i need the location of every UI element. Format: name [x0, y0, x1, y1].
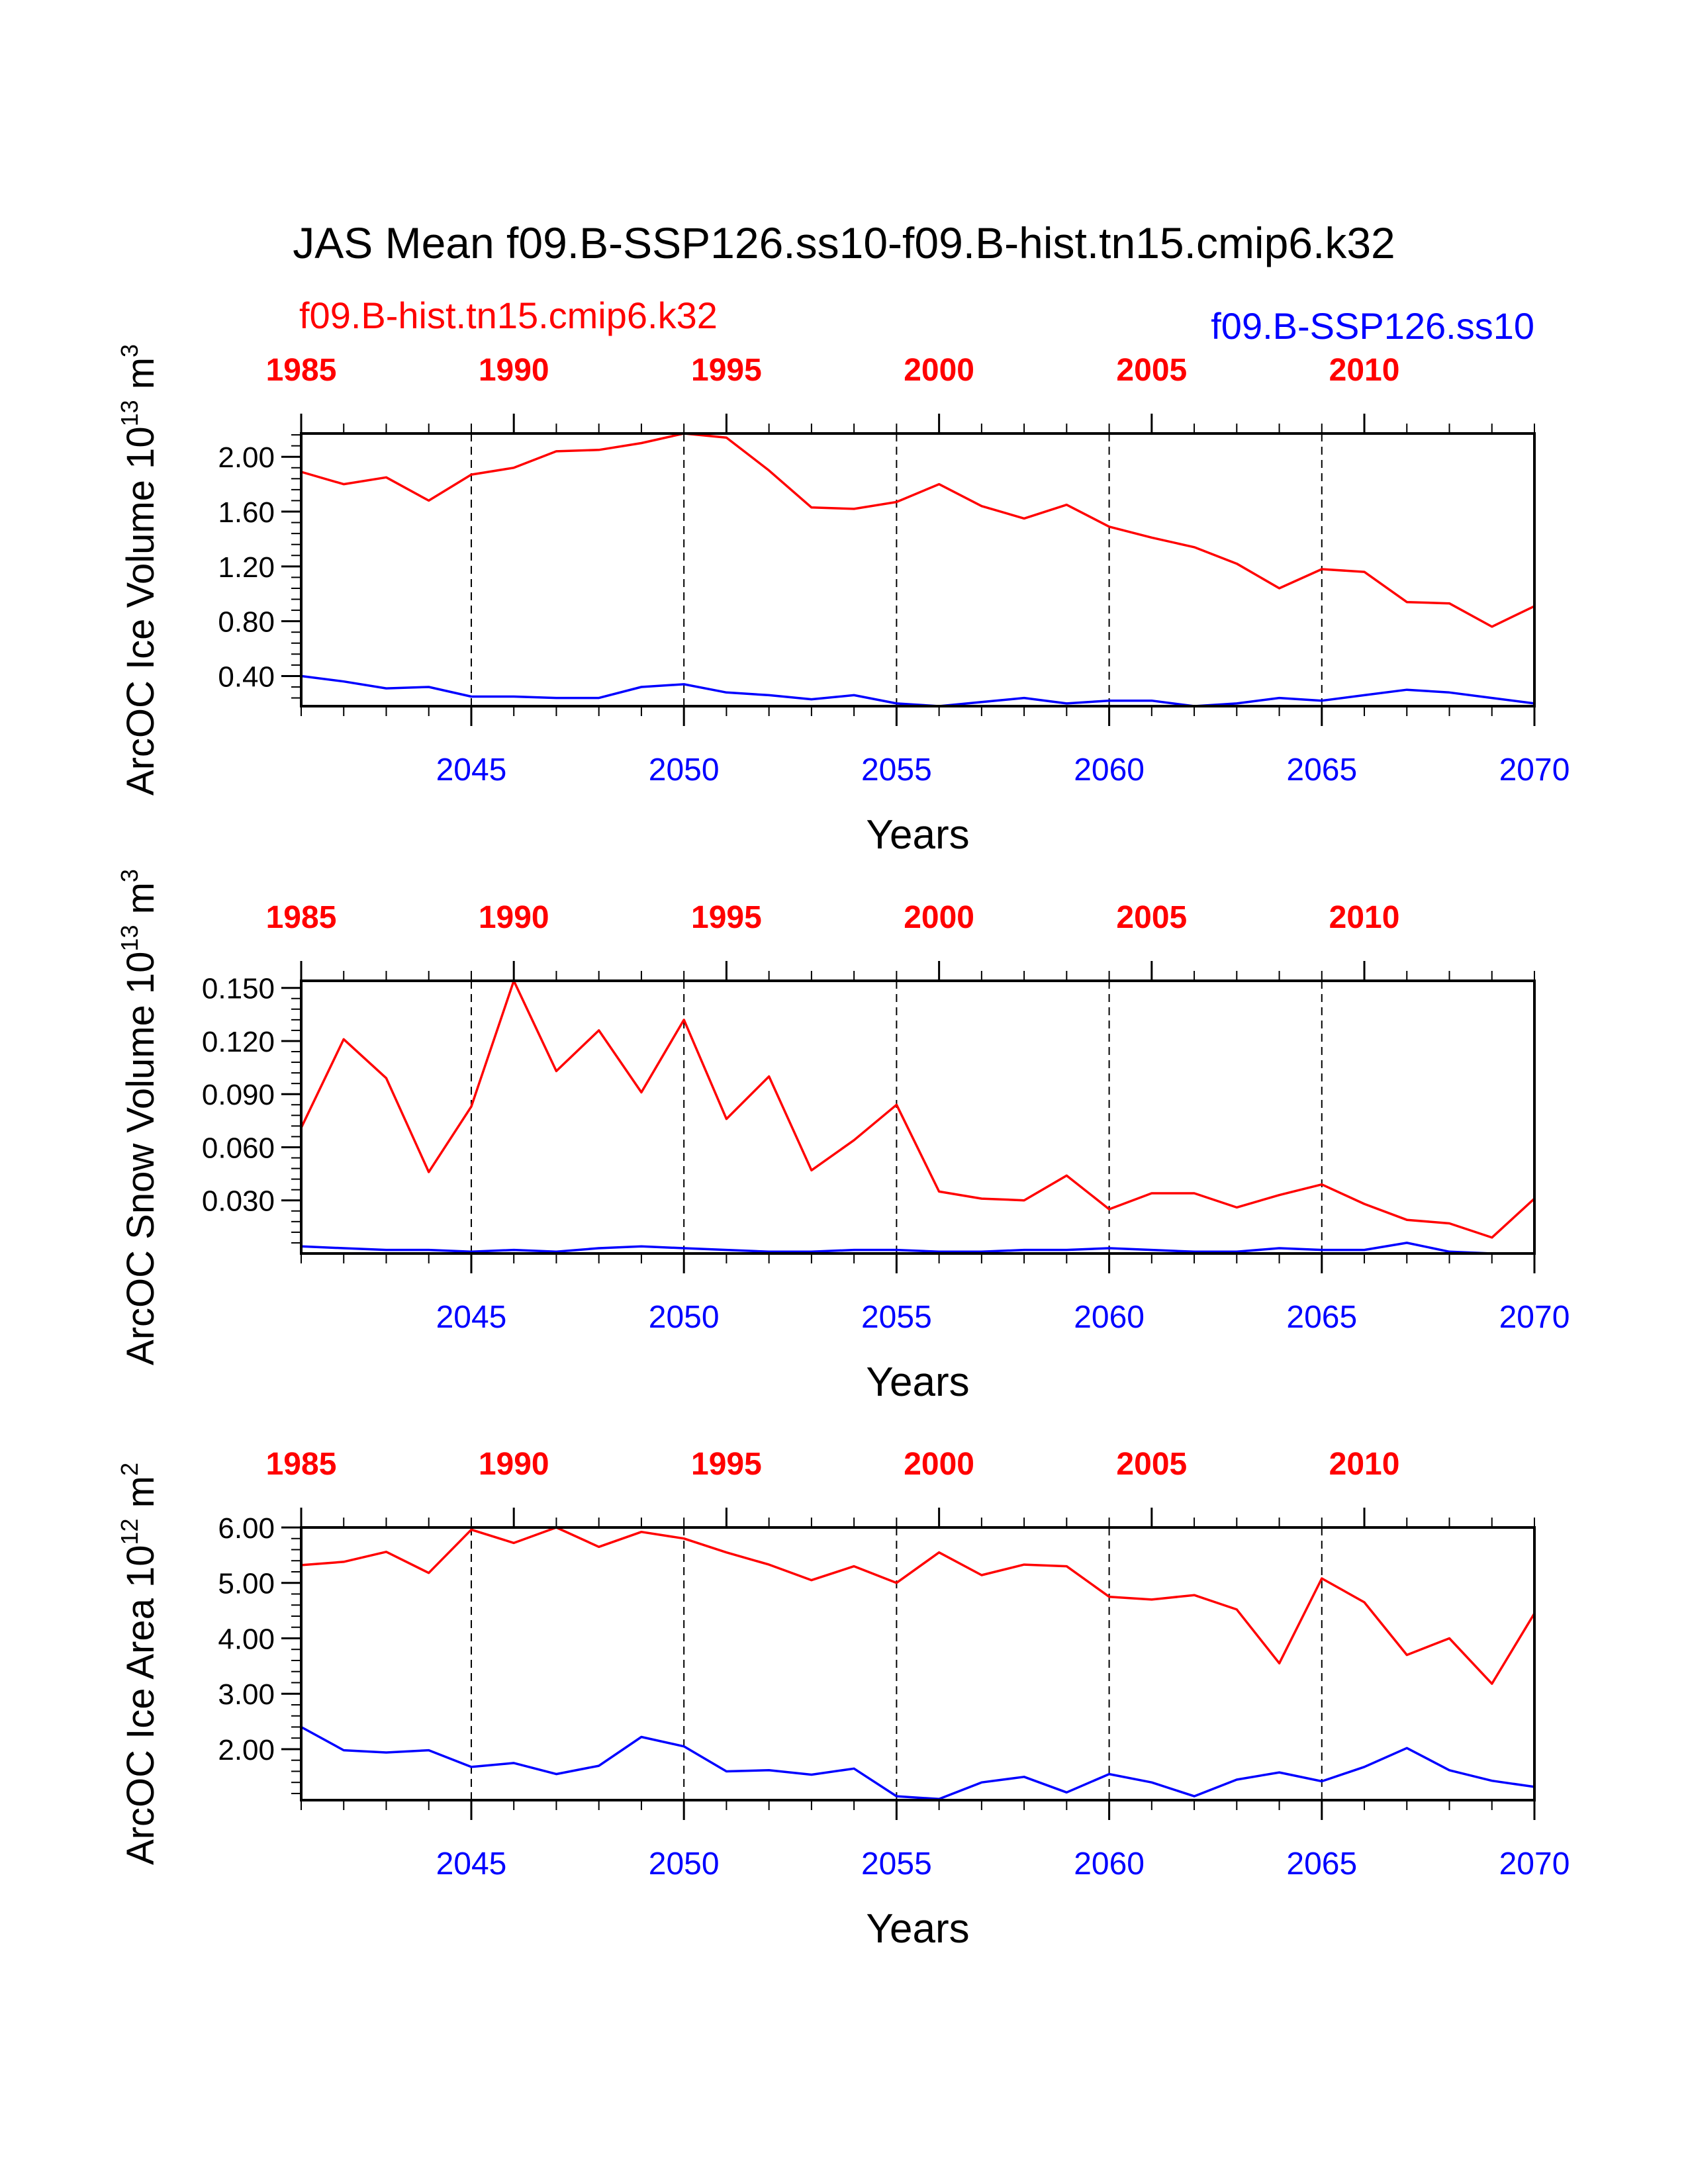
y-tick-label: 0.120: [202, 1026, 275, 1058]
y-axis-label-part: m: [119, 1476, 162, 1518]
y-tick-label: 0.150: [202, 973, 275, 1005]
chart-panels: 0.40 0.80 1.20 1.60 2.00 2045 2050 2055 2060 2065…: [116, 344, 1570, 1952]
bottom-tick-label: 2045: [436, 1846, 507, 1882]
chart-panel-1: 0.40 0.80 1.20 1.60 2.00 2045 2050 2055 2060 2065…: [116, 344, 1570, 858]
series-line-ssp: [301, 1725, 1535, 1801]
top-tick-label: 2005: [1116, 900, 1187, 935]
y-axis-label-part: m: [119, 357, 162, 400]
series-line-ssp: [301, 674, 1535, 707]
series-line-hist: [301, 1526, 1536, 1685]
top-tick-label: 2010: [1329, 353, 1400, 388]
bottom-tick-label: 2045: [436, 752, 507, 788]
plot-frame: [300, 1526, 1536, 1801]
y-axis-label-part: ArcOC Snow Volume 10: [119, 952, 162, 1365]
y-axis-label-part: 13: [116, 400, 143, 426]
bottom-tick-label: 2065: [1286, 1846, 1357, 1882]
y-axis-label-part: m: [119, 882, 162, 925]
bottom-tick-label: 2050: [649, 752, 720, 788]
top-tick-label: 1995: [691, 900, 762, 935]
y-axis-label-part: 3: [116, 869, 143, 882]
y-axis-label: ArcOC Ice Volume 1013 m3: [116, 344, 162, 796]
y-axis-label: ArcOC Snow Volume 1013 m3: [116, 869, 162, 1365]
y-tick-label: 0.40: [218, 660, 275, 693]
chart-panel-3: 2.00 3.00 4.00 5.00 6.00 2045 2050 2055 2060 2065…: [116, 1447, 1570, 1952]
bottom-tick-label: 2050: [649, 1300, 720, 1335]
bottom-tick-label: 2060: [1074, 1300, 1145, 1335]
bottom-tick-label: 2070: [1499, 752, 1570, 788]
top-tick-label: 1990: [479, 353, 549, 388]
top-tick-label: 1985: [266, 1447, 337, 1482]
y-axis-label-part: 12: [116, 1518, 143, 1545]
bottom-tick-label: 2055: [861, 1846, 932, 1882]
x-axis-label: Years: [866, 1906, 969, 1952]
y-axis-label-part: 2: [116, 1463, 143, 1476]
series-line-hist: [301, 432, 1535, 628]
top-tick-label: 2010: [1329, 900, 1400, 935]
y-tick-label: 2.00: [218, 441, 275, 474]
y-tick-label: 3.00: [218, 1678, 275, 1711]
legend-hist-label: f09.B-hist.tn15.cmip6.k32: [299, 295, 718, 336]
bottom-tick-label: 2070: [1499, 1300, 1570, 1335]
y-axis-label: ArcOC Ice Area 1012 m2: [116, 1463, 162, 1865]
y-tick-label: 0.060: [202, 1132, 275, 1164]
bottom-tick-label: 2065: [1286, 1300, 1357, 1335]
y-tick-label: 0.090: [202, 1079, 275, 1111]
y-axis-label-part: ArcOC Ice Volume 10: [119, 426, 162, 796]
y-tick-label: 1.20: [218, 551, 275, 584]
top-tick-label: 1995: [691, 1447, 762, 1482]
y-axis-label-part: 13: [116, 925, 143, 952]
top-tick-label: 1995: [691, 353, 762, 388]
y-axis-label-part: ArcOC Ice Area 10: [119, 1545, 162, 1865]
bottom-tick-label: 2060: [1074, 752, 1145, 788]
y-tick-label: 1.60: [218, 496, 275, 529]
plot-frame: [300, 979, 1536, 1255]
top-tick-label: 1985: [266, 353, 337, 388]
top-tick-label: 2000: [904, 353, 974, 388]
plot-frame: [300, 432, 1536, 707]
bottom-tick-label: 2055: [861, 752, 932, 788]
x-axis-label: Years: [866, 1359, 969, 1405]
top-tick-label: 2005: [1116, 353, 1187, 388]
top-tick-label: 1985: [266, 900, 337, 935]
series-line-hist: [300, 979, 1536, 1239]
bottom-tick-label: 2065: [1286, 752, 1357, 788]
y-tick-label: 0.80: [218, 606, 275, 639]
top-tick-label: 2010: [1329, 1447, 1400, 1482]
bottom-tick-label: 2060: [1074, 1846, 1145, 1882]
chart-title: JAS Mean f09.B-SSP126.ss10-f09.B-hist.tn…: [293, 218, 1395, 267]
top-tick-label: 2005: [1116, 1447, 1187, 1482]
top-tick-label: 2000: [904, 1447, 974, 1482]
y-tick-label: 6.00: [218, 1512, 275, 1545]
top-tick-label: 1990: [479, 1447, 549, 1482]
y-tick-label: 0.030: [202, 1185, 275, 1218]
bottom-tick-label: 2055: [861, 1300, 932, 1335]
y-tick-label: 2.00: [218, 1734, 275, 1766]
bottom-tick-label: 2045: [436, 1300, 507, 1335]
y-axis-label-part: 3: [116, 344, 143, 357]
y-tick-label: 5.00: [218, 1568, 275, 1600]
x-axis-label: Years: [866, 812, 969, 858]
top-tick-label: 2000: [904, 900, 974, 935]
y-tick-label: 4.00: [218, 1623, 275, 1655]
series-line-ssp: [301, 1242, 1534, 1255]
top-tick-label: 1990: [479, 900, 549, 935]
bottom-tick-label: 2050: [649, 1846, 720, 1882]
legend-ssp-label: f09.B-SSP126.ss10: [1211, 305, 1534, 347]
bottom-tick-label: 2070: [1499, 1846, 1570, 1882]
chart-panel-2: 0.030 0.060 0.090 0.120 0.150 2045 2050 2055 206…: [116, 869, 1570, 1405]
